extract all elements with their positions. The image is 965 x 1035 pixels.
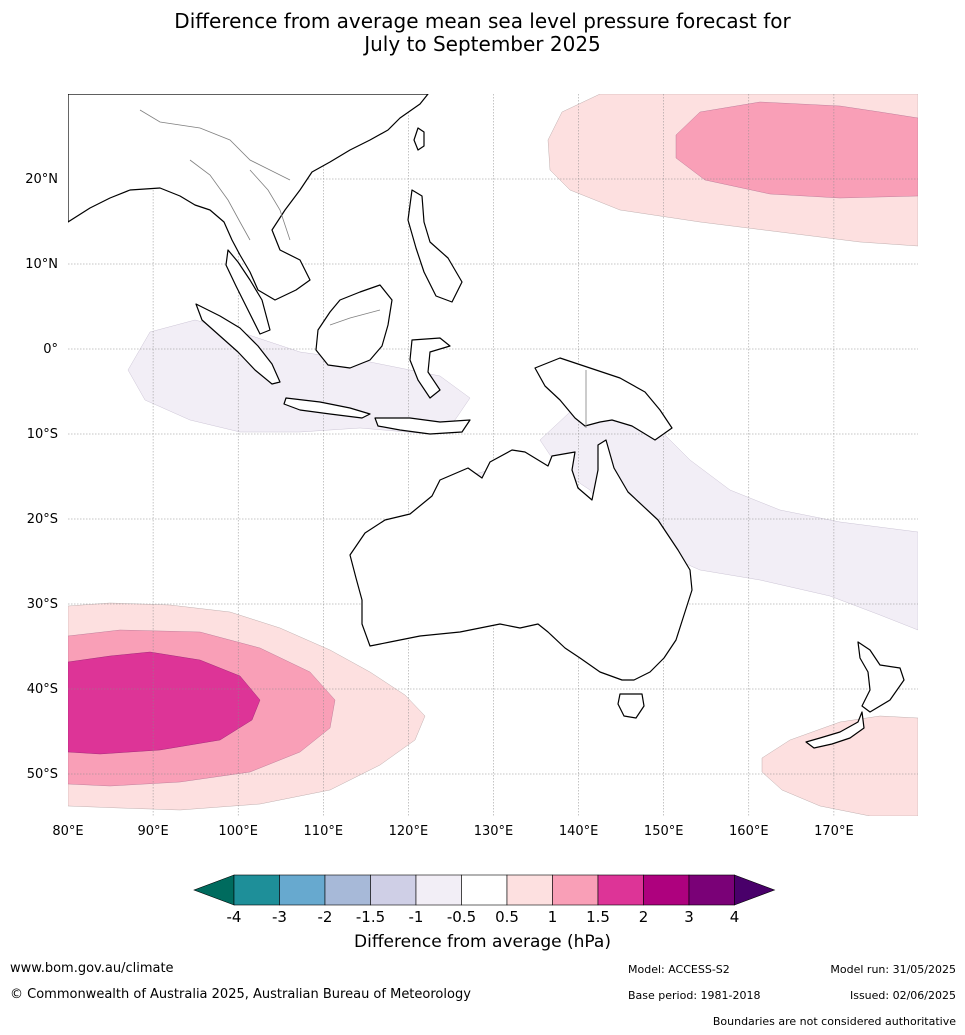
colorbar-tick-label: -3: [272, 908, 287, 926]
map-title: Difference from average mean sea level p…: [0, 10, 965, 56]
colorbar-segment: [324, 874, 371, 906]
lat-label: 0°: [43, 342, 58, 357]
tasmania: [617, 693, 645, 719]
asia-mainland: [68, 94, 429, 301]
anomaly-np-1-1.5: [675, 101, 918, 199]
lon-label: 140°E: [559, 824, 599, 839]
footer-copyright: © Commonwealth of Australia 2025, Austra…: [10, 987, 471, 1002]
anomaly-fields: [68, 94, 918, 816]
borneo: [315, 284, 393, 369]
lat-label: 10°N: [25, 257, 58, 272]
lon-label: 100°E: [218, 824, 258, 839]
lat-label: 40°S: [27, 682, 58, 697]
lon-label: 110°E: [304, 824, 344, 839]
lon-label: 170°E: [814, 824, 854, 839]
new-guinea: [534, 357, 673, 441]
country-borders: [139, 109, 587, 428]
lat-label: 10°S: [27, 427, 58, 442]
colorbar-tick-label: 2: [639, 908, 649, 926]
lat-label: 20°S: [27, 512, 58, 527]
colorbar-tick-label: 4: [730, 908, 740, 926]
colorbar-tick-labels: -4 -3 -2 -1.5 -1 -0.5 0.5 1 1.5 2 3 4: [227, 908, 740, 926]
map-plot-area: [68, 94, 918, 816]
java: [283, 397, 371, 419]
colorbar-segment: [643, 874, 690, 906]
longitude-labels: 80°E 90°E 100°E 110°E 120°E 130°E 140°E 150°E 16…: [52, 824, 853, 839]
malay-peninsula: [225, 249, 271, 335]
footer-disclaimer: Boundaries are not considered authoritat…: [712, 1015, 956, 1028]
footer-base-period: Base period: 1981-2018: [628, 989, 761, 1002]
colorbar-tick-label: -2: [318, 908, 333, 926]
colorbar-tick-label: -1: [409, 908, 424, 926]
colorbar-tick-label: -4: [227, 908, 242, 926]
colorbar-segment: [461, 874, 508, 906]
new-zealand-south: [805, 711, 865, 749]
footer-issued: Issued: 02/06/2025: [849, 989, 956, 1002]
latitude-labels: 20°N 10°N 0° 10°S 20°S 30°S 40°S 50°S: [25, 172, 58, 782]
lon-label: 130°E: [474, 824, 514, 839]
lat-label: 30°S: [27, 597, 58, 612]
colorbar-segment: [415, 874, 462, 906]
colorbar-segment: [552, 874, 599, 906]
philippines: [407, 189, 463, 303]
sumatra: [195, 303, 281, 385]
lon-label: 80°E: [52, 824, 83, 839]
australia-mainland: [349, 439, 693, 681]
colorbar-tick-label: -0.5: [447, 908, 476, 926]
title-line-1: Difference from average mean sea level p…: [174, 9, 791, 33]
lon-label: 150°E: [644, 824, 684, 839]
colorbar-segment: [233, 874, 280, 906]
colorbar-label: Difference from average (hPa): [354, 932, 611, 952]
colorbar-segment: [597, 874, 644, 906]
colorbar-extend-high: [734, 874, 776, 906]
new-zealand-north: [857, 641, 905, 713]
sulawesi: [409, 337, 451, 399]
colorbar-tick-label: 0.5: [495, 908, 519, 926]
taiwan: [413, 127, 425, 151]
colorbar-tick-label: -1.5: [356, 908, 385, 926]
footer-model: Model: ACCESS-S2: [628, 963, 730, 976]
lon-label: 120°E: [389, 824, 429, 839]
colorbar-segment: [279, 874, 326, 906]
lon-label: 90°E: [137, 824, 168, 839]
title-line-2: July to September 2025: [364, 32, 601, 56]
lon-label: 160°E: [729, 824, 769, 839]
footer-website: www.bom.gov.au/climate: [10, 961, 174, 976]
anomaly-sw-1.5-2: [68, 651, 261, 755]
lat-label: 20°N: [25, 172, 58, 187]
colorbar: [193, 874, 776, 906]
lat-label: 50°S: [27, 767, 58, 782]
colorbar-segment: [688, 874, 735, 906]
footer-model-run: Model run: 31/05/2025: [830, 963, 956, 976]
colorbar-tick-label: 1: [548, 908, 558, 926]
colorbar-segment: [506, 874, 553, 906]
colorbar-tick-label: 3: [684, 908, 694, 926]
coastlines: [68, 94, 905, 749]
colorbar-extend-low: [193, 874, 235, 906]
anomaly-se-0.5-1: [761, 715, 918, 816]
colorbar-segment: [370, 874, 417, 906]
colorbar-tick-label: 1.5: [586, 908, 610, 926]
lesser-sunda: [374, 417, 471, 435]
graticule: [68, 94, 918, 816]
